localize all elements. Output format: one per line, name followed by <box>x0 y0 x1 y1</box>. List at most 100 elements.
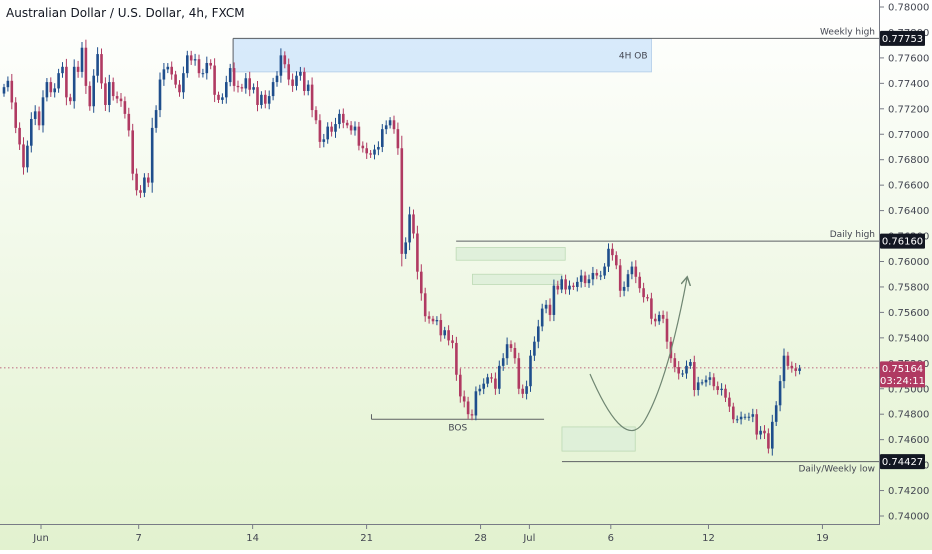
candle-body <box>466 401 470 415</box>
candle-body <box>330 126 333 132</box>
candle-body <box>342 113 345 123</box>
candle-body <box>618 265 622 291</box>
level-label: Daily/Weekly low <box>798 465 875 475</box>
candle-body <box>326 126 329 140</box>
candle-body <box>583 275 587 284</box>
candle-body <box>197 59 201 74</box>
candle-body <box>271 82 275 97</box>
y-tick-label: 0.76000 <box>888 257 929 268</box>
candle-body <box>396 129 400 149</box>
candle-body <box>69 97 72 102</box>
candle-body <box>275 75 279 83</box>
candle-body <box>61 66 64 74</box>
candle-body <box>611 248 614 256</box>
candle-body <box>2 87 6 94</box>
candle-body <box>638 276 641 289</box>
candle-body <box>318 120 322 142</box>
candle-body <box>494 378 497 389</box>
candle-body <box>794 368 797 371</box>
candle-body <box>747 416 751 418</box>
candle-body <box>256 87 259 105</box>
candle-body <box>400 148 404 254</box>
candle-body <box>708 377 712 380</box>
candle-body <box>696 382 700 391</box>
x-tick-label: 7 <box>135 533 141 544</box>
candle-body <box>579 275 583 282</box>
candle-body <box>252 87 255 90</box>
candle-body <box>189 55 193 61</box>
level-price-badge <box>880 454 925 470</box>
candle-body <box>778 381 782 406</box>
candle-body <box>392 120 396 130</box>
candle-body <box>693 362 696 391</box>
candle-body <box>537 326 540 342</box>
candle-body <box>283 55 287 65</box>
candle-body <box>80 47 84 72</box>
projection-arrow <box>589 278 687 432</box>
candle-body <box>365 148 368 154</box>
candle-body <box>423 293 427 317</box>
candle-body <box>76 66 80 72</box>
candle-body <box>447 330 450 341</box>
candle-body <box>84 47 88 86</box>
candle-body <box>478 388 482 392</box>
candle-body <box>357 126 361 146</box>
candle-body <box>162 69 166 80</box>
candle-body <box>657 314 661 322</box>
candle-body <box>505 344 509 359</box>
candle-body <box>420 271 423 294</box>
y-tick-label: 0.74200 <box>888 486 929 497</box>
time-axis[interactable]: Jun 7 14 21 28 Jul 6 12 19 <box>32 525 829 544</box>
candle-body <box>626 274 630 287</box>
y-tick-label: 0.75600 <box>888 308 929 319</box>
candle-body <box>576 281 579 287</box>
candle-body <box>607 248 610 267</box>
y-tick-label: 0.75800 <box>888 282 929 293</box>
y-tick-label: 0.77000 <box>888 130 929 141</box>
candle-body <box>57 73 60 89</box>
candle-body <box>33 111 37 119</box>
candle-body <box>213 65 216 95</box>
candle-body <box>482 383 485 389</box>
candle-body <box>681 373 684 375</box>
candle-body <box>384 125 388 130</box>
candle-body <box>287 64 290 80</box>
candle-body <box>369 153 372 155</box>
candle-body <box>236 85 240 88</box>
level-price-text: 0.77753 <box>882 34 923 45</box>
candle-body <box>248 78 251 90</box>
candle-body <box>739 416 743 420</box>
candle-body <box>677 367 680 374</box>
candle-body <box>349 125 353 131</box>
y-tick-label: 0.76800 <box>888 155 929 166</box>
zone-box <box>472 273 563 285</box>
candle-body <box>92 75 95 107</box>
candle-body <box>470 414 474 416</box>
candle-body <box>45 82 49 98</box>
candle-body <box>334 124 337 132</box>
candle-body <box>41 97 45 126</box>
candle-body <box>18 127 21 145</box>
current-price-badge <box>880 361 925 388</box>
candle-body <box>533 341 536 356</box>
candle-body <box>790 365 794 369</box>
candle-body <box>712 377 716 387</box>
candle-body <box>685 365 688 374</box>
candle-body <box>139 190 142 193</box>
candle-body <box>143 177 146 193</box>
candle-body <box>595 272 599 276</box>
candle-body <box>431 318 435 322</box>
candle-body <box>771 421 774 449</box>
candle-body <box>603 266 606 276</box>
candle-body <box>186 55 189 74</box>
candles-layer <box>2 39 801 456</box>
candle-body <box>591 272 595 280</box>
candle-body <box>322 139 326 142</box>
candle-body <box>232 68 236 86</box>
candle-body <box>728 397 731 407</box>
candle-body <box>509 344 513 349</box>
candle-body <box>622 286 626 291</box>
candle-body <box>486 377 489 384</box>
candle-body <box>513 348 517 359</box>
